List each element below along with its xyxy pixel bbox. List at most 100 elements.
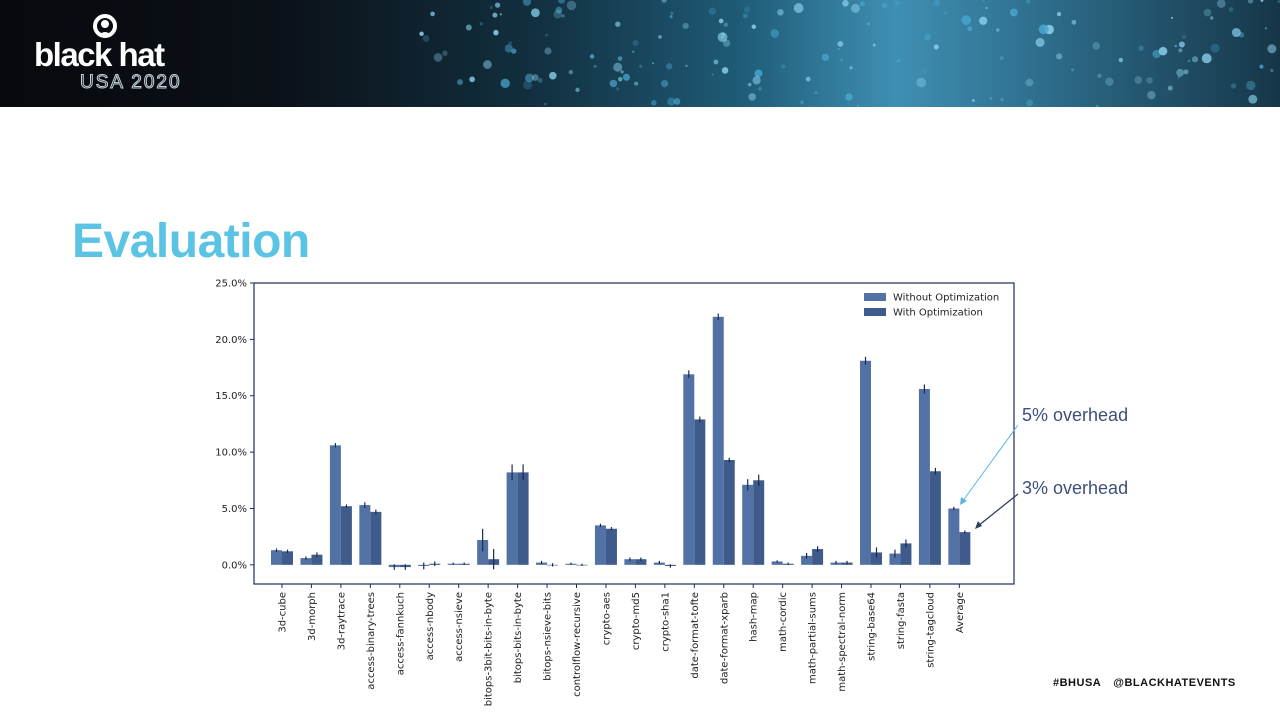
- bar-with-optimization: [929, 471, 941, 565]
- header-light-dot: [872, 43, 876, 47]
- bar-with-optimization: [959, 532, 971, 565]
- header-light-dot: [1191, 56, 1199, 63]
- header-light-dot: [661, 0, 667, 3]
- header-light-dot: [618, 76, 623, 82]
- header-light-dot: [634, 81, 639, 86]
- header-light-dot: [859, 1, 865, 7]
- x-tick-label: controlflow-recursive: [572, 592, 583, 697]
- header-light-dot: [981, 0, 984, 2]
- x-tick-label: string-tagcloud: [925, 592, 936, 668]
- header-light-dot: [751, 24, 757, 29]
- header-light-dot: [593, 64, 597, 68]
- bar-without-optimization: [594, 525, 606, 565]
- x-tick-label: crypto-sha1: [660, 592, 671, 652]
- bar-without-optimization: [771, 561, 783, 565]
- header-light-dot: [1264, 27, 1268, 30]
- y-tick-label: 15.0%: [215, 391, 247, 402]
- x-tick-label: crypto-md5: [631, 592, 642, 650]
- x-tick-label: bitops-nsieve-bits: [543, 592, 554, 681]
- header-light-dot: [916, 77, 927, 88]
- x-tick-label: access-nbody: [425, 592, 436, 660]
- x-tick-label: date-format-tofte: [690, 592, 701, 679]
- header-light-dot: [743, 6, 751, 13]
- bar-with-optimization: [605, 528, 617, 565]
- header-light-dot: [837, 48, 840, 51]
- header-light-dot: [897, 59, 901, 63]
- header-light-dot: [669, 15, 673, 19]
- header-light-dot: [1146, 77, 1153, 84]
- header-light-dot: [1056, 53, 1063, 60]
- bar-without-optimization: [271, 550, 282, 565]
- header-light-dot: [711, 73, 714, 76]
- header-light-dot: [1138, 45, 1144, 51]
- header-light-dot: [979, 16, 988, 25]
- header-light-dot: [494, 2, 501, 8]
- x-tick-label: 3d-raytrace: [336, 592, 347, 650]
- header-light-dot: [1230, 83, 1237, 89]
- header-light-dot: [1071, 68, 1075, 72]
- header-light-dot: [1158, 46, 1168, 56]
- header-light-dot: [1216, 0, 1226, 8]
- header-light-dot: [1118, 57, 1123, 63]
- header-light-dot: [531, 8, 540, 18]
- header-light-dot: [457, 79, 463, 86]
- bar-without-optimization: [860, 360, 871, 565]
- black-hat-logo: black hat USA 2020: [34, 14, 224, 94]
- header-light-dot: [1026, 99, 1034, 107]
- header-light-dot: [1267, 44, 1277, 54]
- legend-label-with: With Optimization: [893, 308, 983, 319]
- arrow-3-percent-head: [975, 521, 982, 529]
- header-light-dot: [842, 0, 849, 7]
- header-light-dot: [748, 93, 756, 101]
- y-tick-label: 20.0%: [215, 335, 247, 346]
- header-light-dot: [840, 58, 844, 62]
- header-light-dot: [1105, 77, 1114, 86]
- logo-wordmark: black hat: [34, 36, 165, 73]
- bar-without-optimization: [918, 388, 930, 565]
- header-light-dot: [430, 11, 435, 17]
- header-light-dot: [537, 78, 543, 83]
- plot-frame: [253, 282, 1015, 585]
- header-light-dot: [777, 8, 784, 16]
- x-tick-label: math-cordic: [778, 592, 789, 652]
- header-light-dot: [972, 99, 975, 102]
- arrow-5-percent-head: [960, 497, 967, 505]
- header-light-dot: [1210, 43, 1220, 53]
- header-light-dot: [805, 76, 811, 82]
- x-tick-label: access-binary-trees: [366, 592, 377, 690]
- header-light-dot: [1259, 64, 1264, 69]
- header-light-dot: [1174, 44, 1178, 48]
- header-light-dot: [500, 78, 510, 89]
- header-light-dot: [670, 11, 674, 15]
- bar-without-optimization: [624, 559, 636, 565]
- header-light-dot: [465, 24, 472, 31]
- header-light-dot: [511, 48, 517, 54]
- bar-with-optimization: [282, 551, 293, 565]
- header-light-dot: [1009, 8, 1018, 17]
- header-light-dot: [422, 35, 430, 42]
- bar-without-optimization: [948, 508, 960, 565]
- y-tick-label: 5.0%: [222, 504, 247, 515]
- header-light-dot: [924, 33, 932, 41]
- header-light-dot: [613, 62, 623, 72]
- header-light-dot: [651, 62, 654, 65]
- header-light-dot: [658, 34, 662, 39]
- header-light-dot: [961, 15, 972, 26]
- overhead-note-without: 5% overhead: [1022, 405, 1129, 425]
- header-light-dot: [489, 5, 494, 10]
- bar-with-optimization: [340, 506, 352, 565]
- x-tick-label: date-format-xparb: [719, 592, 730, 684]
- header-light-dot: [1228, 7, 1234, 12]
- header-light-dot: [814, 91, 818, 95]
- header-light-dot: [921, 67, 928, 74]
- header-light-dot: [1201, 53, 1212, 64]
- header-light-dot: [1248, 94, 1258, 104]
- bar-without-optimization: [506, 472, 518, 565]
- header-light-dot: [522, 0, 532, 6]
- header-light-dot: [523, 80, 533, 90]
- header-light-dot: [1277, 0, 1280, 3]
- header-light-dot: [575, 87, 580, 93]
- header-light-dot: [549, 71, 557, 80]
- header-light-dot: [1167, 85, 1173, 91]
- bar-with-optimization: [753, 480, 765, 565]
